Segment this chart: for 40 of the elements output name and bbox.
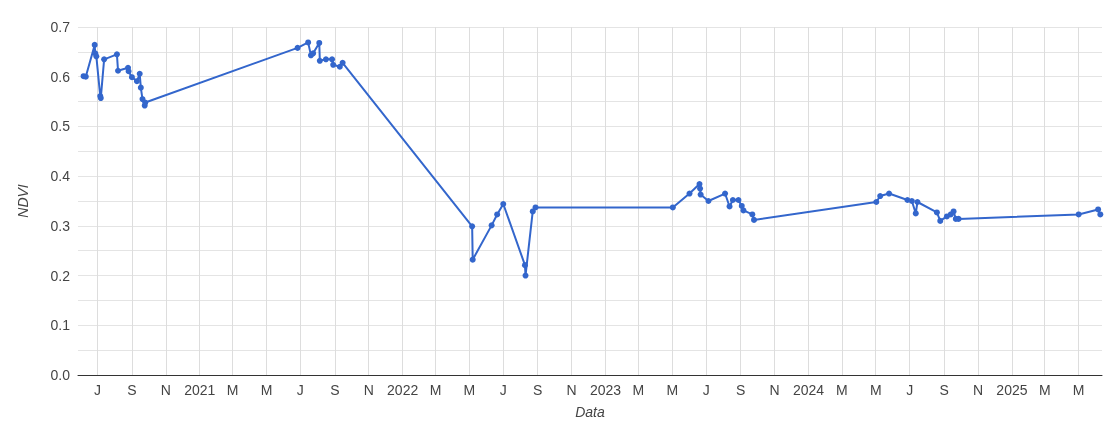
x-tick-label: S [127, 382, 137, 398]
x-tick-label: M [226, 382, 239, 398]
x-tick-label: N [769, 382, 780, 398]
x-tick-label: 2025 [996, 382, 1028, 398]
y-tick-label: 0.3 [50, 217, 71, 234]
y-tick-label: 0.0 [50, 367, 71, 383]
x-tick-label: M [666, 382, 679, 398]
x-tick-label: J [93, 382, 101, 398]
x-tick-label: J [499, 382, 507, 398]
y-axis-title: NDVI [15, 184, 31, 218]
x-tick-label: S [533, 382, 543, 398]
x-tick-label: S [330, 382, 340, 398]
x-tick-label: M [835, 382, 848, 398]
x-tick-label: M [1072, 382, 1085, 398]
y-tick-label: 0.6 [50, 68, 71, 85]
y-tick-label: 0.1 [50, 317, 71, 334]
x-tick-label: 2022 [387, 382, 419, 398]
y-tick-label: 0.4 [50, 168, 71, 185]
x-tick-label: J [906, 382, 914, 398]
y-tick-label: 0.2 [50, 267, 71, 284]
x-tick-label: M [632, 382, 645, 398]
x-tick-label: N [566, 382, 577, 398]
x-axis-title: Data [575, 404, 605, 420]
y-tick-label: 0.7 [50, 19, 71, 35]
y-tick-label: 0.5 [50, 118, 71, 135]
x-tick-label: N [160, 382, 171, 398]
x-tick-label: J [296, 382, 304, 398]
x-tick-label: 2021 [184, 382, 216, 398]
x-tick-label: M [1038, 382, 1051, 398]
x-tick-label: 2024 [792, 382, 825, 398]
x-tick-label: N [972, 382, 984, 398]
x-tick-label: S [939, 382, 949, 398]
x-tick-label: M [463, 382, 476, 398]
x-tick-label: J [702, 382, 710, 398]
x-tick-label: S [735, 382, 746, 398]
x-tick-label: 2023 [589, 382, 622, 398]
x-tick-label: M [429, 382, 442, 398]
x-tick-label: M [260, 382, 273, 398]
x-tick-label: N [363, 382, 374, 398]
x-tick-label: M [869, 382, 882, 398]
